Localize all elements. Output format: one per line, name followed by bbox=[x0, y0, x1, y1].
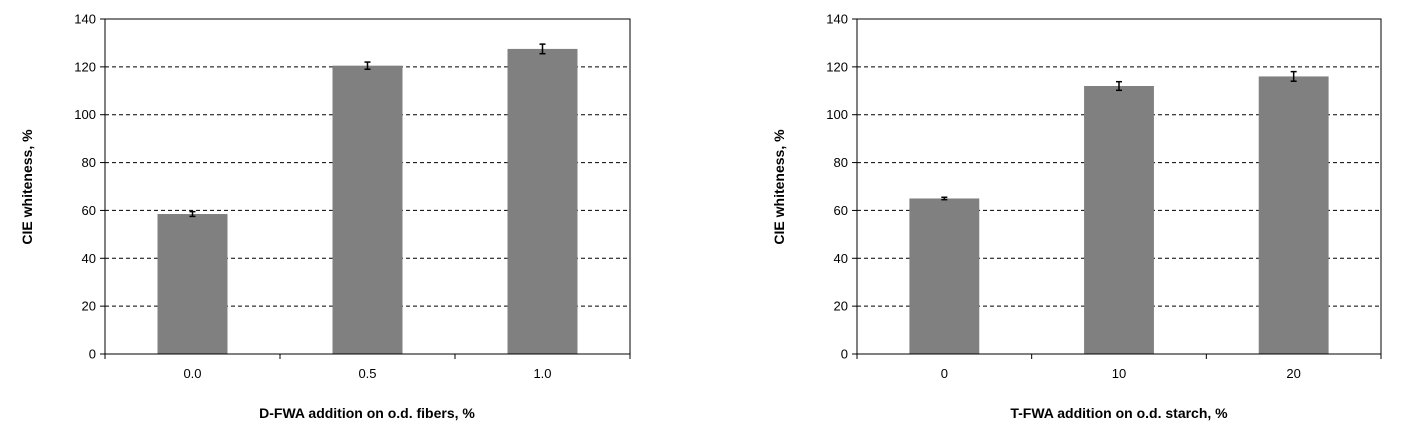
bar bbox=[1084, 86, 1154, 354]
y-tick-label: 140 bbox=[826, 12, 848, 27]
y-axis-title: CIE whiteness, % bbox=[771, 129, 787, 245]
bar bbox=[1258, 76, 1329, 354]
y-tick-label: 100 bbox=[74, 107, 96, 122]
y-tick-label: 120 bbox=[826, 59, 848, 74]
y-tick-label: 80 bbox=[834, 155, 848, 170]
x-axis-title: D-FWA addition on o.d. fibers, % bbox=[259, 405, 475, 421]
y-tick-label: 40 bbox=[834, 251, 848, 266]
y-tick-label: 80 bbox=[82, 155, 96, 170]
chart-d-fwa: CIE whiteness, % D-FWA addition on o.d. … bbox=[19, 12, 631, 421]
y-tick-label: 60 bbox=[82, 203, 96, 218]
y-tick-label: 20 bbox=[82, 299, 96, 314]
y-tick-label: 60 bbox=[834, 203, 848, 218]
y-axis-title: CIE whiteness, % bbox=[19, 129, 35, 245]
y-tick-label: 140 bbox=[74, 12, 96, 27]
x-tick-label: 20 bbox=[1286, 366, 1300, 381]
bar bbox=[909, 198, 980, 354]
x-tick-label: 0.0 bbox=[183, 366, 201, 381]
x-tick-label: 0 bbox=[941, 366, 948, 381]
bar bbox=[157, 214, 228, 354]
bar bbox=[332, 65, 403, 355]
plot-area bbox=[104, 18, 631, 355]
chart-t-fwa: CIE whiteness, % T-FWA addition on o.d. … bbox=[771, 12, 1382, 421]
x-tick-label: 10 bbox=[1112, 366, 1126, 381]
y-tick-label: 40 bbox=[82, 251, 96, 266]
y-tick-label: 0 bbox=[841, 347, 848, 362]
y-tick-label: 120 bbox=[74, 59, 96, 74]
y-tick-label: 0 bbox=[89, 347, 96, 362]
y-tick-label: 20 bbox=[834, 299, 848, 314]
plot-area bbox=[856, 18, 1382, 355]
y-tick-label: 100 bbox=[826, 107, 848, 122]
x-tick-label: 1.0 bbox=[533, 366, 551, 381]
x-tick-label: 0.5 bbox=[358, 366, 376, 381]
x-axis-title: T-FWA addition on o.d. starch, % bbox=[1010, 405, 1228, 421]
bar bbox=[507, 48, 578, 355]
